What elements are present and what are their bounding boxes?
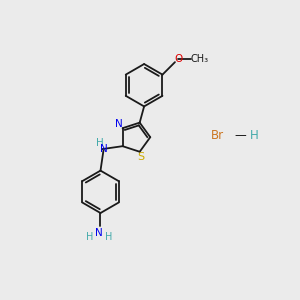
Text: H: H [105,232,112,242]
Text: H: H [96,138,104,148]
Text: H: H [86,232,94,242]
Text: N: N [95,228,103,238]
Text: CH₃: CH₃ [191,54,209,64]
Text: —: — [234,129,246,142]
Text: N: N [115,119,123,129]
Text: Br: Br [211,129,224,142]
Text: S: S [138,152,145,162]
Text: N: N [100,144,107,154]
Text: O: O [174,54,183,64]
Text: H: H [250,129,259,142]
